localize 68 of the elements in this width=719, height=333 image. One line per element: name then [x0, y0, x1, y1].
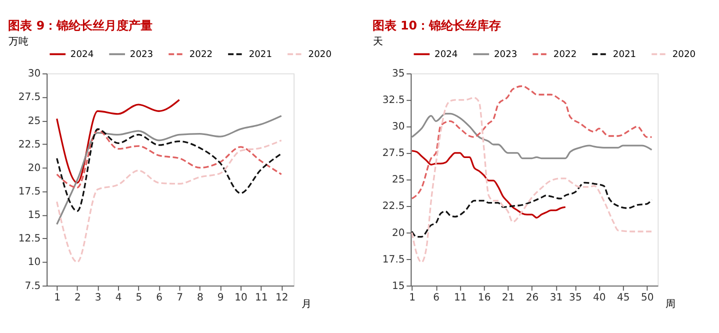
- x-tick-label: 8: [196, 292, 204, 304]
- line-series: [56, 129, 282, 188]
- y-tick-label: 17.5: [18, 186, 41, 198]
- legend-label: 2021: [612, 50, 636, 60]
- line-series: [411, 150, 566, 219]
- x-tick-label: 1: [409, 292, 416, 304]
- x-tick-label: 12: [275, 292, 288, 304]
- legend-label: 2020: [308, 50, 332, 60]
- x-axis-title: 月: [301, 299, 312, 310]
- y-tick-label: 35: [392, 68, 405, 80]
- x-tick-label: 9: [217, 292, 224, 304]
- line-series: [56, 115, 282, 226]
- line-series: [411, 182, 653, 238]
- x-tick-label: 6: [433, 292, 440, 304]
- x-tick-label: 6: [156, 292, 163, 304]
- line-series: [411, 85, 653, 200]
- line-series: [56, 140, 282, 263]
- x-tick-label: 35: [569, 292, 582, 304]
- x-axis-title: 周: [665, 299, 676, 310]
- legend-label: 2023: [130, 50, 154, 60]
- y-axis-title: 天: [372, 36, 383, 48]
- y-tick-label: 12.5: [18, 234, 41, 245]
- legend-label: 2021: [248, 50, 272, 60]
- y-tick-label: 27.5: [382, 148, 405, 160]
- y-tick-label: 22.5: [382, 201, 405, 212]
- x-tick-label: 50: [640, 292, 654, 304]
- x-tick-label: 2: [74, 292, 81, 304]
- y-tick-label: 20: [392, 228, 405, 239]
- x-tick-label: 4: [115, 292, 122, 304]
- y-tick-label: 7.5: [24, 280, 41, 292]
- y-tick-label: 32.5: [382, 95, 405, 106]
- legend-label: 2022: [553, 50, 577, 60]
- x-tick-label: 11: [454, 292, 467, 304]
- line-series: [56, 128, 282, 212]
- y-tick-label: 30: [392, 122, 405, 133]
- y-tick-label: 25: [392, 174, 405, 186]
- x-tick-label: 26: [526, 292, 539, 304]
- legend-label: 2020: [672, 50, 696, 60]
- line-series: [411, 96, 653, 264]
- x-tick-label: 45: [617, 292, 630, 304]
- line-series: [56, 98, 180, 184]
- line-series: [411, 112, 653, 160]
- x-tick-label: 1: [54, 292, 61, 304]
- chart-title: 图表 9：锦纶长丝月度产量: [8, 18, 153, 32]
- y-tick-label: 17.5: [382, 254, 405, 266]
- legend-label: 2024: [70, 50, 94, 60]
- y-tick-label: 20: [28, 162, 41, 174]
- y-axis-title: 万吨: [8, 36, 29, 48]
- legend-label: 2024: [434, 50, 458, 60]
- x-tick-label: 40: [593, 292, 606, 304]
- x-tick-label: 5: [136, 292, 142, 304]
- y-tick-label: 15: [28, 210, 41, 222]
- y-tick-label: 25: [28, 116, 41, 127]
- y-tick-label: 30: [28, 68, 41, 80]
- x-tick-label: 16: [478, 292, 491, 304]
- y-tick-label: 22.5: [18, 139, 41, 150]
- legend-label: 2022: [189, 50, 213, 60]
- x-tick-label: 10: [234, 292, 248, 304]
- x-tick-label: 11: [255, 292, 268, 304]
- y-tick-label: 10: [28, 257, 41, 268]
- x-tick-label: 3: [94, 292, 102, 304]
- x-tick-label: 31: [550, 292, 563, 304]
- y-tick-label: 15: [392, 280, 405, 292]
- x-tick-label: 21: [502, 292, 515, 304]
- x-tick-label: 7: [176, 292, 183, 304]
- legend-label: 2023: [494, 50, 518, 60]
- y-tick-label: 27.5: [18, 92, 41, 104]
- chart-title: 图表 10：锦纶长丝库存: [372, 18, 501, 32]
